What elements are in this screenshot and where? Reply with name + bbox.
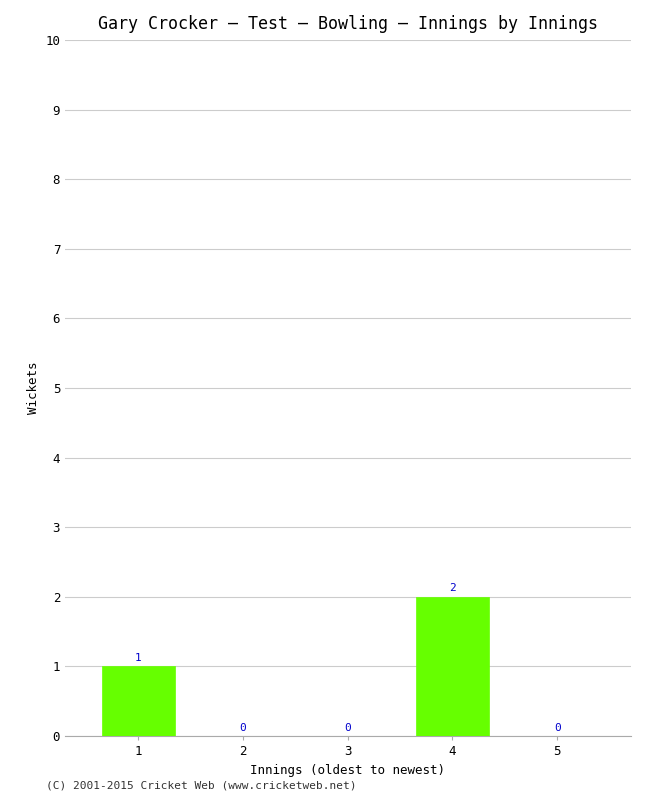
Text: 0: 0 <box>344 722 351 733</box>
Title: Gary Crocker – Test – Bowling – Innings by Innings: Gary Crocker – Test – Bowling – Innings … <box>98 15 598 33</box>
Text: 2: 2 <box>449 583 456 594</box>
Text: 1: 1 <box>135 653 142 663</box>
X-axis label: Innings (oldest to newest): Innings (oldest to newest) <box>250 763 445 777</box>
Text: 0: 0 <box>240 722 246 733</box>
Y-axis label: Wickets: Wickets <box>27 362 40 414</box>
Text: 0: 0 <box>554 722 560 733</box>
Text: (C) 2001-2015 Cricket Web (www.cricketweb.net): (C) 2001-2015 Cricket Web (www.cricketwe… <box>46 781 356 790</box>
Bar <box>416 597 489 736</box>
Bar <box>101 666 175 736</box>
